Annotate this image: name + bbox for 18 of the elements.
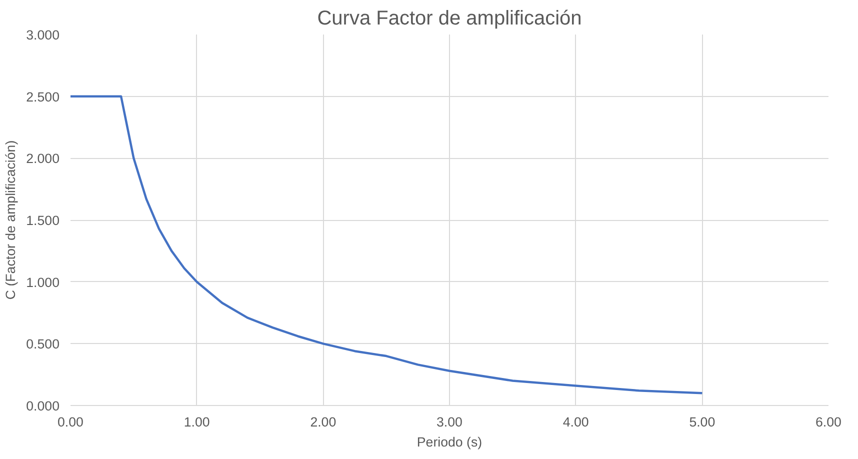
chart-title: Curva Factor de amplificación (317, 8, 582, 30)
y-tick-label: 0.500 (26, 336, 60, 352)
y-tick-label: 2.000 (26, 151, 60, 166)
x-tick-label: 3.00 (436, 414, 462, 430)
y-tick-label: 2.500 (26, 89, 60, 104)
y-axis-title: C (Factor de amplificación) (3, 140, 18, 300)
x-axis-title: Periodo (s) (416, 434, 482, 450)
y-tick-label: 3.000 (26, 28, 60, 42)
x-tick-label: 6.00 (816, 414, 842, 430)
x-tick-label: 2.00 (310, 414, 336, 430)
x-tick-label: 4.00 (562, 414, 589, 430)
x-tick-label: 5.00 (689, 414, 716, 430)
x-tick-label: 1.00 (184, 414, 210, 430)
y-tick-label: 1.500 (26, 213, 60, 228)
y-tick-label: 1.000 (26, 274, 60, 290)
line-series (70, 95, 704, 394)
x-tick-label: 0.00 (58, 414, 84, 430)
y-tick-label: 0.000 (26, 398, 60, 414)
